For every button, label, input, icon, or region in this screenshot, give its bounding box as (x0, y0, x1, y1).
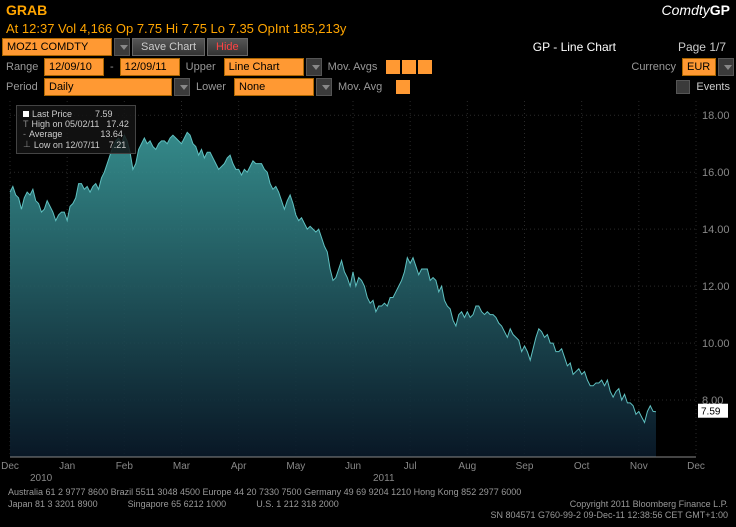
header-right: ComdtyGP (662, 2, 730, 18)
range-label: Range (2, 61, 42, 73)
events-label: Events (692, 81, 734, 93)
chart-svg: 8.0010.0012.0014.0016.0018.007.59DecJanF… (0, 97, 736, 485)
date-to-input[interactable]: 12/09/11 (120, 58, 180, 76)
footer-line1: Australia 61 2 9777 8600 Brazil 5511 304… (8, 487, 728, 499)
mov-avgs-3[interactable] (418, 60, 432, 74)
ticker-dropdown[interactable] (114, 38, 130, 56)
toolbar-row-2: Range 12/09/10 - 12/09/11 Upper Line Cha… (0, 57, 736, 77)
lower-label: Lower (192, 81, 232, 93)
upper-select[interactable]: Line Chart (224, 58, 304, 76)
svg-text:10.00: 10.00 (702, 338, 730, 350)
ticker-input[interactable]: MOZ1 COMDTY (2, 38, 112, 56)
svg-text:Jul: Jul (404, 461, 417, 472)
period-select[interactable]: Daily (44, 78, 172, 96)
chevron-down-icon (312, 65, 320, 70)
chart-area: Last Price7.59 THigh on 05/02/1117.42 -A… (0, 97, 736, 485)
currency-select[interactable]: EUR (682, 58, 716, 76)
svg-text:Apr: Apr (231, 461, 247, 472)
svg-text:Aug: Aug (458, 461, 476, 472)
chevron-down-icon (180, 85, 188, 90)
mov-avgs-2[interactable] (402, 60, 416, 74)
svg-text:Jan: Jan (59, 461, 75, 472)
header: GRAB ComdtyGP (0, 0, 736, 20)
page-indicator: Page 1/7 (678, 40, 734, 54)
chevron-down-icon (322, 85, 330, 90)
svg-text:7.59: 7.59 (701, 407, 721, 418)
info-line: At 12:37 Vol 4,166 Op 7.75 Hi 7.75 Lo 7.… (0, 20, 736, 37)
save-chart-button[interactable]: Save Chart (132, 38, 205, 56)
mov-avgs-1[interactable] (386, 60, 400, 74)
currency-dropdown[interactable] (718, 58, 734, 76)
grab-label: GRAB (6, 2, 47, 18)
svg-text:Oct: Oct (574, 461, 590, 472)
lower-select[interactable]: None (234, 78, 314, 96)
svg-text:Dec: Dec (1, 461, 19, 472)
svg-text:Jun: Jun (345, 461, 361, 472)
toolbar-row-1: MOZ1 COMDTY Save Chart Hide GP - Line Ch… (0, 37, 736, 57)
legend-box: Last Price7.59 THigh on 05/02/1117.42 -A… (16, 105, 136, 154)
mov-avg-box[interactable] (396, 80, 410, 94)
hide-button[interactable]: Hide (207, 38, 248, 56)
currency-label: Currency (627, 61, 680, 73)
svg-text:12.00: 12.00 (702, 281, 730, 293)
upper-dropdown[interactable] (306, 58, 322, 76)
square-icon (23, 111, 29, 117)
svg-text:18.00: 18.00 (702, 110, 730, 122)
toolbar-row-3: Period Daily Lower None Mov. Avg Events (0, 77, 736, 97)
footer: Australia 61 2 9777 8600 Brazil 5511 304… (0, 485, 736, 524)
svg-text:14.00: 14.00 (702, 224, 730, 236)
svg-text:Mar: Mar (173, 461, 191, 472)
period-label: Period (2, 81, 42, 93)
chevron-down-icon (724, 65, 732, 70)
events-checkbox[interactable] (676, 80, 690, 94)
svg-text:2011: 2011 (373, 473, 395, 484)
chart-type-label: GP - Line Chart (533, 40, 676, 54)
mov-avg-label: Mov. Avg (334, 81, 394, 93)
svg-text:Nov: Nov (630, 461, 648, 472)
period-dropdown[interactable] (174, 78, 190, 96)
mov-avgs-label: Mov. Avgs (324, 61, 384, 73)
svg-text:Dec: Dec (687, 461, 705, 472)
svg-text:16.00: 16.00 (702, 167, 730, 179)
upper-label: Upper (182, 61, 222, 73)
svg-text:May: May (286, 461, 305, 472)
lower-dropdown[interactable] (316, 78, 332, 96)
svg-text:Sep: Sep (516, 461, 534, 472)
chevron-down-icon (120, 45, 128, 50)
svg-text:2010: 2010 (30, 473, 53, 484)
svg-text:Feb: Feb (116, 461, 134, 472)
footer-line3: SN 804571 G760-99-2 09-Dec-11 12:38:56 C… (8, 510, 728, 522)
date-from-input[interactable]: 12/09/10 (44, 58, 104, 76)
